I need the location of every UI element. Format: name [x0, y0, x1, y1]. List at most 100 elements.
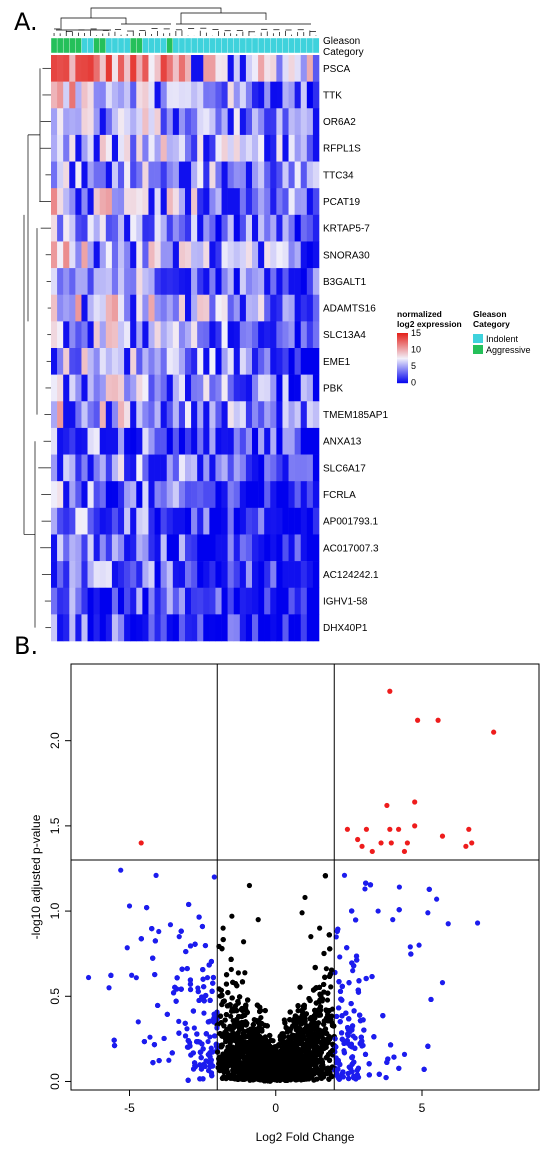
heatmap-cell	[252, 348, 259, 375]
heatmap-cell	[233, 374, 241, 402]
heatmap-cell	[51, 268, 58, 296]
volcano-points	[85, 688, 497, 1084]
colorbar-step	[397, 353, 408, 355]
heatmap-cell	[81, 534, 88, 562]
heatmap-cell	[99, 427, 107, 455]
annotation-cell-aggressive	[50, 37, 58, 54]
heatmap-cell	[93, 401, 101, 429]
heatmap-cell	[178, 321, 186, 349]
heatmap-cell	[282, 55, 289, 82]
heatmap-cell	[233, 188, 241, 216]
heatmap-cell	[282, 268, 289, 296]
annotation-cell-indolent	[172, 37, 180, 54]
heatmap-cell	[209, 454, 216, 482]
colorbar-step	[397, 344, 408, 346]
heatmap-cell	[270, 188, 277, 216]
heatmap-cell	[264, 481, 271, 509]
heatmap-cell	[111, 108, 119, 136]
volcano-point-fc	[445, 921, 451, 927]
heatmap-cell	[203, 214, 210, 242]
heatmap-cell	[276, 188, 283, 216]
heatmap-cell	[221, 374, 228, 402]
heatmap-cell	[87, 161, 94, 189]
heatmap-cell	[282, 507, 289, 535]
gene-label-adamts16: ADAMTS16	[323, 304, 376, 315]
volcano-point-fc	[184, 1026, 190, 1032]
heatmap-cell	[69, 214, 76, 242]
dendro-join	[23, 68, 41, 628]
heatmap-cell	[300, 454, 308, 482]
heatmap-cell	[75, 401, 82, 429]
heatmap-cell	[252, 374, 259, 402]
colorbar-step	[397, 339, 408, 341]
heatmap-cell	[63, 507, 70, 535]
heatmap-cell	[154, 427, 161, 455]
heatmap-cell	[130, 134, 137, 162]
heatmap-cell	[312, 214, 320, 242]
heatmap-cell	[166, 214, 174, 242]
heatmap-cell	[166, 534, 174, 562]
heatmap-cell	[75, 161, 82, 189]
heatmap-cell	[154, 81, 161, 109]
heatmap-cell	[105, 427, 113, 455]
heatmap-cell	[264, 348, 271, 375]
heatmap-cell	[221, 481, 228, 509]
heatmap-cell	[312, 534, 320, 562]
heatmap-cell	[81, 161, 88, 189]
heatmap-cell	[258, 454, 265, 482]
heatmap-cell	[191, 348, 198, 375]
heatmap-cell	[148, 268, 155, 296]
heatmap-cell	[252, 268, 259, 296]
heatmap-cell	[57, 81, 64, 109]
heatmap-cell	[239, 134, 247, 162]
heatmap-cell	[51, 561, 58, 589]
category-legend-label-aggressive: Aggressive	[486, 345, 531, 355]
heatmap-cell	[233, 561, 241, 589]
heatmap-cell	[118, 374, 125, 402]
annotation-cell-indolent	[270, 37, 277, 54]
heatmap-cell	[148, 55, 155, 82]
heatmap-cell	[148, 561, 155, 589]
heatmap-cell	[87, 374, 94, 402]
heatmap-cell	[294, 241, 302, 269]
heatmap-cell	[252, 55, 259, 82]
heatmap-cell	[282, 348, 289, 375]
heatmap-cell	[81, 268, 88, 296]
heatmap-cell	[93, 348, 101, 375]
annotation-cell-indolent	[233, 37, 241, 54]
heatmap-cell	[93, 268, 101, 296]
heatmap-cell	[93, 481, 101, 509]
heatmap-cell	[306, 348, 314, 375]
heatmap-cell	[105, 134, 113, 162]
heatmap-cell	[154, 614, 161, 642]
heatmap-cell	[191, 108, 198, 136]
annotation-label-line1: Gleason	[323, 36, 360, 47]
heatmap-cell	[270, 481, 277, 509]
heatmap-cell	[215, 241, 222, 269]
heatmap-cell	[270, 348, 277, 375]
heatmap-cell	[69, 321, 76, 349]
heatmap-cell	[111, 55, 119, 82]
heatmap-cell	[288, 321, 295, 349]
heatmap-cell	[99, 561, 107, 589]
heatmap-cell	[81, 321, 88, 349]
annotation-cell-indolent	[154, 37, 162, 54]
heatmap-cell	[239, 587, 247, 615]
heatmap-cell	[148, 81, 155, 109]
heatmap-cell	[233, 214, 241, 242]
heatmap-cell	[87, 427, 94, 455]
heatmap-cell	[245, 427, 253, 455]
annotation-cell-indolent	[117, 37, 125, 54]
heatmap-cell	[130, 587, 137, 615]
annotation-cell-aggressive	[69, 37, 76, 54]
heatmap-cell	[81, 55, 88, 82]
colorbar-step	[397, 345, 408, 347]
heatmap-cell	[264, 534, 271, 562]
heatmap-cell	[312, 161, 320, 189]
annotation-cell-indolent	[221, 37, 229, 54]
heatmap-cell	[233, 481, 241, 509]
gene-label-ap001793.1: AP001793.1	[323, 517, 378, 528]
colorbar-step	[397, 354, 408, 356]
heatmap-cell	[227, 188, 235, 216]
heatmap-cell	[172, 348, 180, 375]
